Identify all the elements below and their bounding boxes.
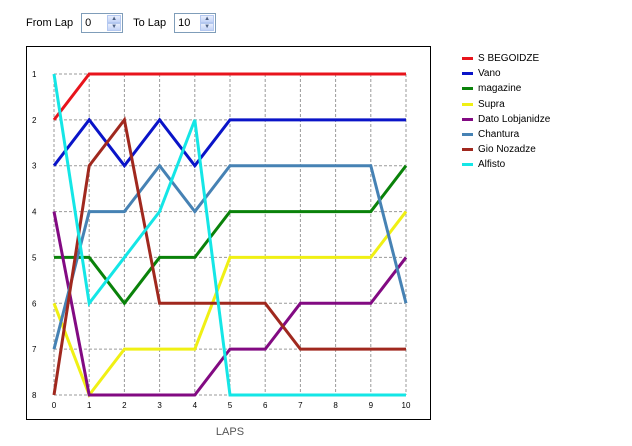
to-lap-value[interactable]: 10 (178, 17, 191, 29)
from-lap-spinner[interactable]: 0 ▲ ▼ (81, 13, 124, 33)
from-lap-down-button[interactable]: ▼ (107, 23, 122, 31)
series-line (52, 72, 406, 121)
x-tick-label: 5 (228, 401, 233, 410)
series-line (52, 210, 408, 399)
legend-swatch (462, 57, 473, 61)
x-tick-label: 3 (157, 401, 162, 410)
y-tick-label: 1 (32, 70, 37, 79)
series-line (52, 211, 408, 397)
series-line (52, 117, 406, 169)
series-line (54, 164, 408, 306)
x-tick-label: 6 (263, 401, 268, 410)
legend-item: Vano (462, 66, 550, 81)
x-tick-label: 7 (298, 401, 303, 410)
series-line (52, 163, 408, 350)
legend-item: Gio Nozadze (462, 142, 550, 157)
x-tick-label: 4 (193, 401, 198, 410)
y-tick-label: 5 (32, 253, 37, 262)
legend-label: Gio Nozadze (478, 144, 536, 156)
lap-position-chart: 0 1 2 3 4 5 6 7 8 9 10 1 2 3 4 5 6 7 8 (32, 70, 411, 410)
legend-label: Alfisto (478, 159, 506, 171)
x-tick-label: 0 (52, 401, 57, 410)
legend-item: Alfisto (462, 157, 550, 172)
legend-item: S BEGOIDZE (462, 51, 550, 66)
legend-swatch (462, 72, 473, 76)
to-lap-down-button[interactable]: ▼ (200, 23, 215, 31)
legend-item: Dato Lobjanidze (462, 112, 550, 127)
y-tick-label: 7 (32, 345, 37, 354)
legend-swatch (462, 102, 473, 106)
chart-panel: 0 1 2 3 4 5 6 7 8 9 10 1 2 3 4 5 6 7 8 (26, 46, 431, 420)
from-lap-up-button[interactable]: ▲ (107, 15, 122, 23)
legend-label: S BEGOIDZE (478, 53, 540, 65)
legend-item: Chantura (462, 127, 550, 142)
legend-label: Supra (478, 98, 505, 110)
series-line (52, 116, 406, 396)
lap-range-controls: From Lap 0 ▲ ▼ To Lap 10 ▲ ▼ (26, 12, 217, 34)
chart-legend: S BEGOIDZE Vano magazine Supra Dato Lobjanid… (462, 51, 550, 173)
y-tick-label: 4 (32, 208, 37, 217)
legend-label: Chantura (478, 129, 520, 141)
y-tick-label: 3 (32, 162, 37, 171)
to-lap-spinner[interactable]: 10 ▲ ▼ (174, 13, 217, 33)
legend-item: magazine (462, 81, 550, 96)
from-lap-label: From Lap (26, 17, 74, 29)
legend-label: magazine (478, 83, 522, 95)
legend-swatch (462, 87, 473, 91)
x-axis-label: LAPS (215, 426, 245, 438)
y-tick-label: 2 (32, 116, 37, 125)
legend-swatch (462, 133, 473, 137)
legend-item: Supra (462, 97, 550, 112)
x-tick-label: 10 (402, 401, 411, 410)
legend-swatch (462, 148, 473, 152)
x-tick-label: 9 (369, 401, 374, 410)
y-tick-label: 8 (32, 391, 37, 400)
from-lap-value[interactable]: 0 (85, 17, 92, 29)
legend-label: Vano (478, 68, 501, 80)
y-tick-label: 6 (32, 299, 37, 308)
legend-swatch (462, 117, 473, 121)
x-tick-label: 8 (333, 401, 338, 410)
series-line (52, 73, 406, 397)
legend-label: Dato Lobjanidze (478, 113, 551, 125)
to-lap-up-button[interactable]: ▲ (200, 15, 215, 23)
to-lap-label: To Lap (133, 17, 167, 29)
legend-swatch (462, 163, 473, 167)
x-tick-label: 1 (87, 401, 92, 410)
x-tick-label: 2 (122, 401, 127, 410)
